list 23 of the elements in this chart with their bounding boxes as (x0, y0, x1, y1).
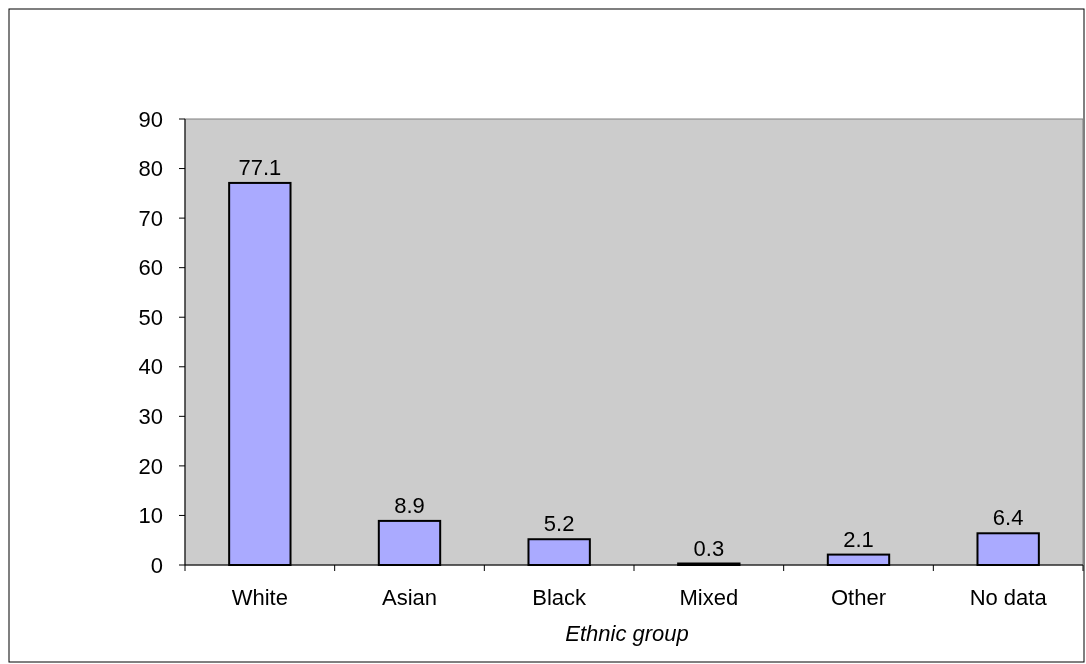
data-label: 2.1 (843, 526, 874, 552)
y-tick-label: 20 (138, 453, 163, 479)
data-label: 0.3 (693, 535, 725, 561)
y-tick-label: 40 (138, 354, 163, 380)
x-tick-label: No data (969, 585, 1048, 610)
y-tick-label: 70 (138, 205, 163, 231)
data-label: 5.2 (543, 511, 575, 537)
x-tick-label: Mixed (679, 585, 739, 610)
x-tick-label: Asian (381, 585, 438, 610)
y-tick-label: 10 (138, 503, 163, 529)
x-tick-label: Other (830, 585, 887, 610)
data-label: 77.1 (238, 154, 282, 180)
x-tick-label: Black (532, 585, 588, 610)
y-tick-label: 60 (138, 255, 163, 281)
x-tick-label: White (231, 585, 288, 610)
y-tick-label: 90 (138, 106, 163, 132)
y-tick-label: 80 (138, 156, 163, 182)
y-tick-label: 0 (150, 552, 163, 578)
y-tick-label: 50 (138, 304, 163, 330)
data-label: 6.4 (992, 505, 1024, 531)
data-label: 8.9 (394, 492, 425, 518)
y-tick-label: 30 (138, 404, 163, 430)
x-axis-title: Ethnic group (565, 621, 689, 646)
